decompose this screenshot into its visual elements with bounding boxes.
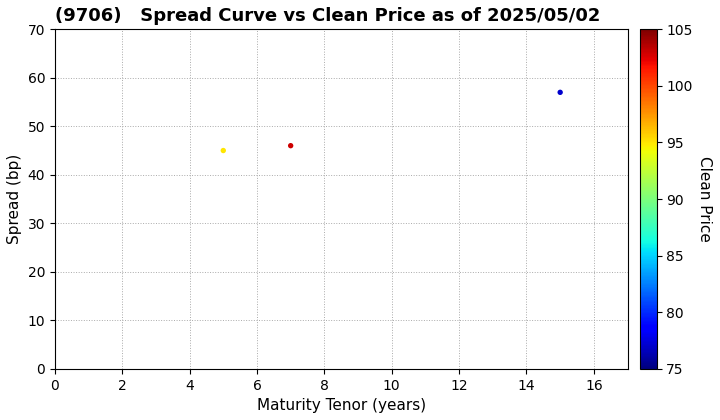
Point (285, 142, 297, 149)
Point (554, 89, 566, 96)
Y-axis label: Spread (bp): Spread (bp) (7, 154, 22, 244)
Text: (9706)   Spread Curve vs Clean Price as of 2025/05/02: (9706) Spread Curve vs Clean Price as of… (55, 7, 600, 25)
X-axis label: Maturity Tenor (years): Maturity Tenor (years) (256, 398, 426, 413)
Point (217, 147, 229, 154)
Y-axis label: Clean Price: Clean Price (697, 156, 712, 242)
